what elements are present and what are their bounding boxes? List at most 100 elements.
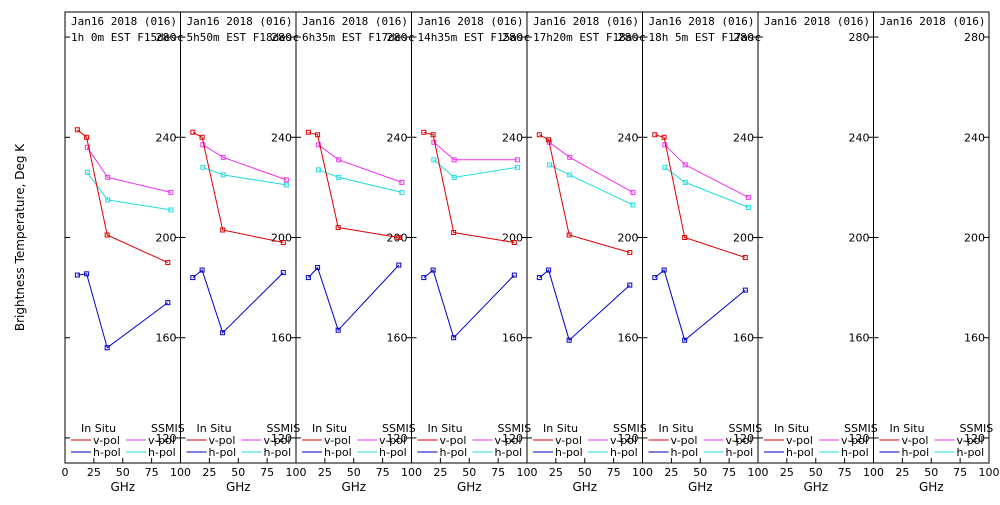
y-tick-label: 200 [964,232,985,245]
legend-insitu-h-label: h-pol [440,446,468,459]
panel-1-ssmis_h-point [105,197,111,203]
panel-5-insitu_h-point [536,275,542,281]
panel-2-ssmis_h-point [200,164,206,170]
panel-1-insitu_h-point [74,272,80,278]
x-tick-label: 25 [664,466,678,479]
legend-insitu-title: In Situ [197,422,232,435]
y-tick-label: 200 [849,232,870,245]
legend-ssmis-v-label: v-pol [957,434,984,447]
x-tick-label: 75 [838,466,852,479]
legend-insitu-v-label: v-pol [786,434,813,447]
panel-3-time-label: 6h35m EST F17desc [302,31,415,44]
panel-6-insitu_h-line [654,269,746,342]
panel-3-insitu_v-point [315,132,321,138]
x-tick-label: 50 [578,466,592,479]
x-tick-label: 25 [895,466,909,479]
panel-2-insitu_h-line [192,269,284,334]
panel-3-insitu_h-line [308,264,400,332]
panel-5-insitu_v-point [546,137,552,143]
y-tick-label: 120 [964,432,985,445]
y-tick-label: 120 [502,432,523,445]
panel-2-insitu_v-point [280,240,286,246]
legend-ssmis-h-label: h-pol [495,446,523,459]
panel-6-insitu_v-point [652,132,658,138]
panel-5-insitu_h-line [539,269,631,342]
legend-ssmis-v-label: v-pol [495,434,522,447]
legend-insitu-title: In Situ [81,422,116,435]
legend-insitu-v-label: v-pol [555,434,582,447]
panel-1-ssmis_v-point [168,189,174,195]
panel-2-ssmis_v-point [283,177,289,183]
x-axis-label: GHz [919,480,944,494]
panel-1-date-label: Jan16 2018 (016) [71,15,177,28]
panel-3-insitu_v-line [308,131,399,238]
legend-ssmis-h-label: h-pol [841,446,869,459]
y-tick-label: 160 [964,332,985,345]
y-tick-label: 200 [618,232,639,245]
panel-3-ssmis_v-line [318,144,403,183]
y-tick-label: 280 [849,31,870,44]
panel-4-insitu_h-point [511,272,517,278]
panel-4-ssmis_v-point [514,157,520,163]
panel-2-ssmis_h-line [202,166,287,186]
panel-5-ssmis_v-point [630,189,636,195]
panel-6-insitu_v-point [742,255,748,261]
panel-1-insitu_v-point [84,134,90,140]
y-tick-label: 280 [502,31,523,44]
panel-6-ssmis_h-point [662,164,668,170]
x-tick-label: 50 [924,466,938,479]
panel-1-insitu_v-point [165,260,171,266]
legend-insitu-title: In Situ [659,422,694,435]
panel-1-ssmis_v-line [86,147,172,193]
panel-2-insitu_h-point [280,270,286,276]
panel-2-insitu_v-point [199,134,205,140]
x-tick-label: 50 [347,466,361,479]
legend-ssmis-h-label: h-pol [610,446,638,459]
x-tick-label: 50 [693,466,707,479]
y-tick-label: 160 [387,332,408,345]
panel-6-date-label: Jan16 2018 (016) [649,15,755,28]
y-tick-label: 120 [156,432,177,445]
panel-3-insitu_v-point [335,224,341,230]
x-tick-label: 75 [376,466,390,479]
y-tick-label: 240 [964,131,985,144]
legend-insitu-h-label: h-pol [902,446,930,459]
legend-ssmis-title: SSMIS [729,422,763,435]
y-tick-label: 120 [618,432,639,445]
x-tick-label: 50 [809,466,823,479]
x-tick-label: 25 [202,466,216,479]
panel-6-ssmis_v-point [682,162,688,168]
panel-4-ssmis_v-point [451,157,457,163]
panel-3-ssmis_v-point [315,142,321,148]
legend-insitu-title: In Situ [774,422,809,435]
panel-4-ssmis_h-point [514,164,520,170]
panel-8-date-label: Jan16 2018 (016) [880,15,986,28]
legend-ssmis-h-label: h-pol [726,446,754,459]
x-tick-label: 100 [863,466,884,479]
panel-1-ssmis_v-point [105,174,111,180]
y-tick-label: 120 [733,432,754,445]
y-tick-label: 160 [502,332,523,345]
x-tick-label: 100 [748,466,769,479]
legend-ssmis-h-label: h-pol [264,446,292,459]
panel-2-insitu_h-point [220,330,226,336]
panel-5-ssmis_v-line [549,141,634,193]
x-tick-label: 75 [260,466,274,479]
x-tick-label: 25 [780,466,794,479]
panel-5-insitu_v-point [536,132,542,138]
legend-insitu-title: In Situ [312,422,347,435]
legend-insitu-v-label: v-pol [671,434,698,447]
legend-ssmis-title: SSMIS [151,422,185,435]
panel-6-insitu_v-point [682,235,688,240]
panel-6-ssmis_h-point [745,204,751,210]
x-axis-label: GHz [572,480,597,494]
x-axis-label: GHz [341,480,366,494]
panel-2-time-label: 5h50m EST F18desc [187,31,300,44]
legend-ssmis-v-label: v-pol [264,434,291,447]
y-tick-label: 280 [618,31,639,44]
panel-1-ssmis_h-point [84,169,90,175]
panel-1-insitu_h-point [84,271,90,277]
y-tick-label: 240 [618,131,639,144]
